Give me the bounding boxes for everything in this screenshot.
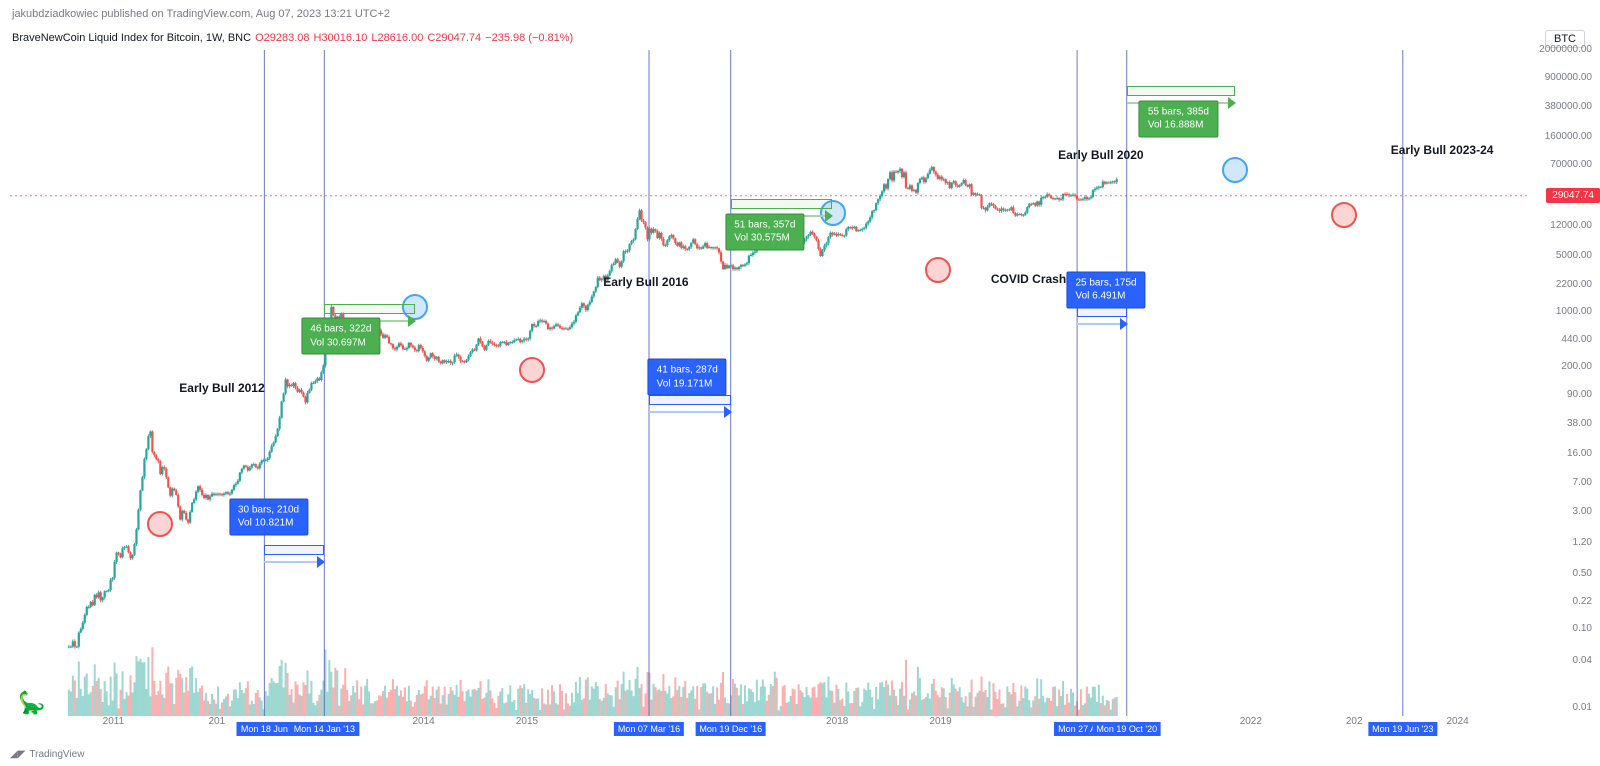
price-tick: 1000.00	[1532, 306, 1592, 317]
price-tick: 160000.00	[1532, 131, 1592, 142]
annotation-text: COVID Crash	[991, 272, 1066, 286]
price-tick: 200.00	[1532, 361, 1592, 372]
price-tick: 0.01	[1532, 702, 1592, 713]
red-circle-marker	[147, 511, 173, 537]
dino-icon: 🦕	[18, 690, 45, 716]
price-tick: 38.00	[1532, 418, 1592, 429]
range-arrow	[1077, 318, 1127, 330]
price-tick: 0.10	[1532, 623, 1592, 634]
price-tick: 3.00	[1532, 506, 1592, 517]
byline: jakubdziadkowiec published on TradingVie…	[12, 8, 390, 20]
time-tick: 2018	[826, 716, 848, 727]
range-arrow	[264, 556, 324, 568]
ohlc-bar: BraveNewCoin Liquid Index for Bitcoin, 1…	[12, 32, 573, 44]
tv-icon: ◢◤	[10, 749, 25, 760]
price-tick: 900000.00	[1532, 72, 1592, 83]
info-box-green: 46 bars, 322dVol 30.697M	[301, 318, 380, 355]
price-tick: 7.00	[1532, 477, 1592, 488]
time-date-label: Mon 07 Mar '16	[614, 722, 684, 736]
ohlc-open: O29283.08	[255, 32, 309, 44]
ohlc-close: C29047.74	[427, 32, 481, 44]
annotation-text: Early Bull 2016	[603, 275, 688, 289]
price-tick: 5000.00	[1532, 250, 1592, 261]
price-tick: 90.00	[1532, 389, 1592, 400]
annotation-text: Early Bull 2023-24	[1391, 143, 1494, 157]
price-tick: 0.50	[1532, 568, 1592, 579]
time-axis[interactable]: 2011 2014 2015 2018 2019 2022 2024 201 202 Mon 18…	[10, 716, 1530, 736]
info-box-green: 55 bars, 385dVol 16.888M	[1139, 100, 1218, 137]
annotation-text: Early Bull 2012	[179, 381, 264, 395]
blue-circle-marker	[1222, 157, 1248, 183]
time-tick: 201	[208, 716, 225, 727]
price-tick: 440.00	[1532, 334, 1592, 345]
info-box-blue: 30 bars, 210dVol 10.821M	[229, 498, 308, 535]
time-tick: 2024	[1446, 716, 1468, 727]
range-arrow	[649, 406, 731, 418]
ohlc-change: −235.98 (−0.81%)	[485, 32, 573, 44]
ohlc-low: L28616.00	[371, 32, 423, 44]
info-box-blue: 25 bars, 175dVol 6.491M	[1066, 271, 1145, 308]
time-date-label: Mon 18 Jun	[237, 722, 292, 736]
chart-area[interactable]: Early Bull 2012 Early Bull 2016 COVID Cras…	[10, 50, 1530, 716]
time-tick: 2015	[516, 716, 538, 727]
price-tick: 1.20	[1532, 537, 1592, 548]
red-circle-marker	[519, 357, 545, 383]
time-date-label: Mon 14 Jan '13	[290, 722, 359, 736]
info-box-green: 51 bars, 357dVol 30.575M	[725, 213, 804, 250]
price-tick: 0.22	[1532, 596, 1592, 607]
range-outline	[1127, 86, 1236, 96]
price-tick: 12000.00	[1532, 220, 1592, 231]
ohlc-high: H30016.10	[314, 32, 368, 44]
price-tick: 70000.00	[1532, 159, 1592, 170]
time-tick: 2014	[412, 716, 434, 727]
symbol-desc: BraveNewCoin Liquid Index for Bitcoin, 1…	[12, 32, 251, 44]
time-tick: 2011	[103, 716, 125, 727]
tradingview-logo[interactable]: ◢◤ TradingView	[10, 749, 84, 760]
range-outline	[1077, 307, 1127, 317]
time-date-label: Mon 19 Jun '23	[1368, 722, 1437, 736]
time-date-label: Mon 19 Oct '20	[1092, 722, 1161, 736]
annotation-text: Early Bull 2020	[1058, 148, 1143, 162]
time-date-label: Mon 19 Dec '16	[695, 722, 766, 736]
price-tick: 2200.00	[1532, 279, 1592, 290]
range-outline	[649, 395, 731, 405]
price-tick: 16.00	[1532, 448, 1592, 459]
time-tick: 2019	[929, 716, 951, 727]
range-outline	[731, 199, 832, 209]
info-box-blue: 41 bars, 287dVol 19.171M	[648, 359, 727, 396]
time-tick: 2022	[1240, 716, 1262, 727]
red-circle-marker	[1331, 202, 1357, 228]
time-tick: 202	[1346, 716, 1363, 727]
price-current-label: 29047.74	[1546, 188, 1600, 203]
range-outline	[264, 545, 324, 555]
price-tick: 2000000.00	[1532, 44, 1592, 55]
red-circle-marker	[925, 257, 951, 283]
price-tick: 0.04	[1532, 655, 1592, 666]
range-outline	[324, 304, 415, 314]
price-axis[interactable]: 2000000.00900000.00380000.00160000.00700…	[1532, 50, 1600, 716]
price-tick: 380000.00	[1532, 101, 1592, 112]
